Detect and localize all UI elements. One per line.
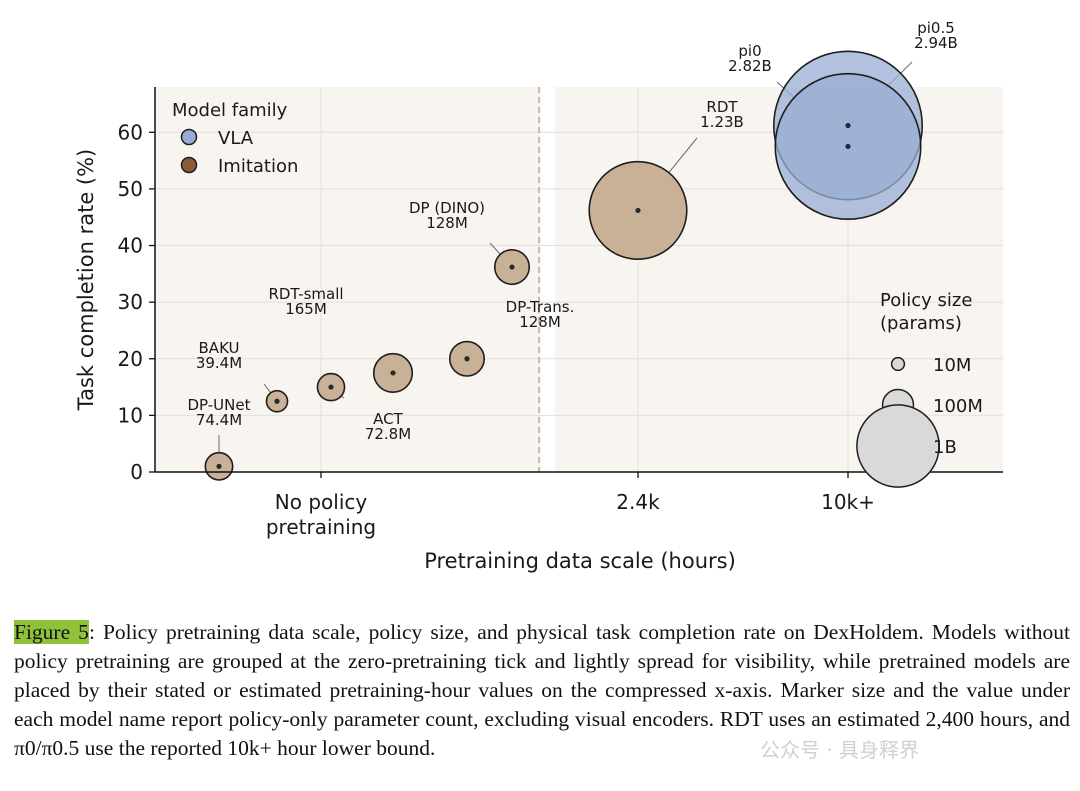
y-tick-label: 10 (118, 403, 143, 427)
point-label-name: BAKU (199, 339, 240, 357)
legend-size-label: 1B (933, 437, 957, 458)
point-center-dot (390, 370, 396, 376)
watermark: 公众号 · 具身释界 (760, 738, 920, 762)
x-axis-label: Pretraining data scale (hours) (424, 549, 736, 573)
legend-model-family: Model family VLA Imitation (172, 100, 298, 177)
point-label-name: DP-UNet (188, 396, 251, 414)
point-label-name: pi0.5 (917, 19, 955, 37)
point-label-name: pi0 (738, 42, 761, 60)
legend-size-label: 100M (933, 396, 983, 417)
legend-size-title: Policy size (880, 290, 972, 311)
legend-size-title: (params) (880, 313, 962, 334)
point-label-name: RDT (706, 98, 738, 116)
y-tick-label: 0 (130, 460, 143, 484)
y-tick-label: 60 (118, 120, 143, 144)
point-center-dot (845, 122, 851, 129)
point-label-name: DP (DINO) (409, 199, 485, 217)
caption-text: : Policy pretraining data scale, policy … (14, 620, 1070, 760)
y-tick-label: 50 (118, 177, 143, 201)
y-tick-label: 40 (118, 234, 143, 258)
point-label-size: 165M (285, 300, 327, 318)
point-label-name: DP-Trans. (506, 298, 575, 316)
x-tick-label: No policy (275, 490, 368, 514)
data-points (204, 50, 924, 481)
point-label-name: RDT-small (268, 285, 343, 303)
x-tick-label: pretraining (266, 515, 376, 539)
point-center-dot (328, 384, 334, 390)
y-tick-label: 30 (118, 290, 143, 314)
x-tick-label: 2.4k (616, 490, 660, 514)
y-tick-label: 20 (118, 347, 143, 371)
point-center-dot (845, 143, 851, 150)
point-center-dot (464, 356, 470, 362)
point-center-dot (635, 207, 641, 214)
figure-caption: Figure 5: Policy pretraining data scale,… (14, 618, 1070, 763)
point-label-size: 128M (426, 214, 468, 232)
figure-label: Figure 5 (14, 620, 89, 644)
point-center-dot (509, 264, 515, 270)
legend-size-marker (856, 404, 940, 488)
x-tick-label: 10k+ (821, 490, 875, 514)
legend-family-swatch (180, 128, 198, 146)
legend-family-swatch (180, 156, 198, 174)
point-label-name: ACT (373, 410, 403, 428)
region-gap (541, 87, 555, 472)
legend-family-title: Model family (172, 100, 288, 121)
legend-family-label: VLA (218, 128, 254, 149)
legend-size-label: 10M (933, 355, 971, 376)
point-label-size: 39.4M (196, 354, 242, 372)
point-label-size: 1.23B (700, 113, 744, 131)
legend-family-label: Imitation (218, 156, 298, 177)
point-label-size: 128M (519, 313, 561, 331)
no-pretraining-region (155, 87, 556, 472)
y-axis-label: Task completion rate (%) (74, 149, 98, 412)
point-label-size: 74.4M (196, 411, 242, 429)
point-center-dot (216, 463, 222, 469)
legend-size-marker (890, 356, 906, 372)
point-label-size: 2.82B (728, 57, 772, 75)
point-label-size: 72.8M (365, 425, 411, 443)
point-center-dot (274, 398, 280, 404)
point-label-size: 2.94B (914, 34, 958, 52)
legend-policy-size: Policy size(params) 10M 100M 1B (856, 290, 983, 488)
